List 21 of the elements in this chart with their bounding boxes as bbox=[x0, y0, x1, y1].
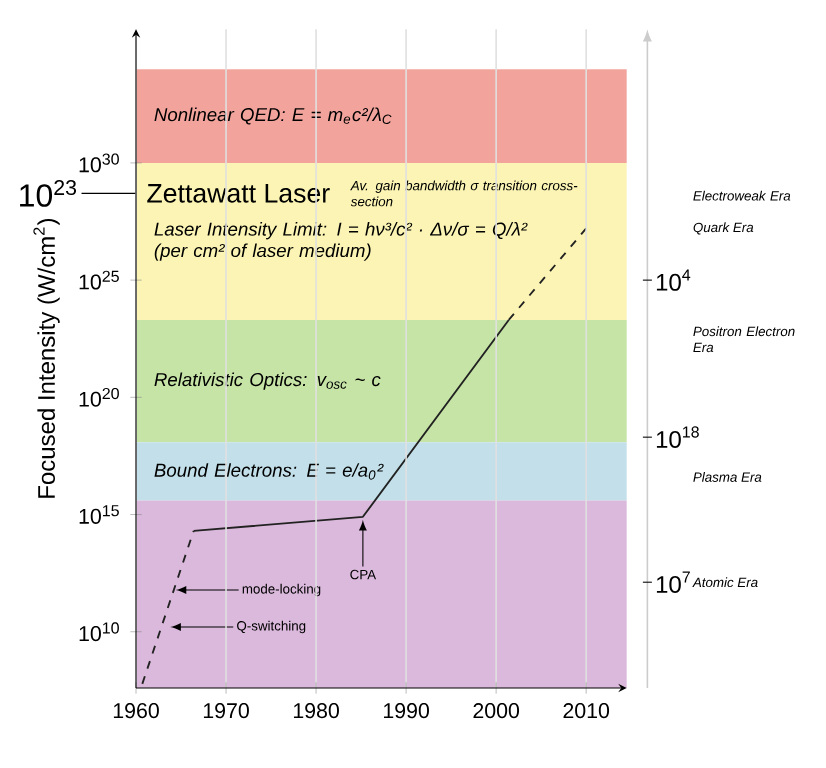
text: 10$^{4}$ bbox=[656, 269, 691, 291]
band-label: Nonlinear QED: E = m$_{e}$c²/λ$_{C}$ bbox=[154, 107, 392, 125]
y-axis-title: Focused Intensity (W/cm$^{2}$) bbox=[33, 218, 60, 498]
band-label: Bound Electrons: E = e/a$_{0}$² bbox=[154, 463, 384, 480]
y-tick-label: 10$^{20}$ bbox=[79, 387, 119, 407]
x-tick-label: 1970 bbox=[203, 703, 249, 719]
band-label: Laser Intensity Limit: I = hν³/c² · Δν/σ = Q/λ² (per cm² of laser medium) bbox=[154, 222, 528, 261]
y-tick-label: 10$^{30}$ bbox=[79, 153, 119, 173]
y-tick-label: 10$^{10}$ bbox=[79, 622, 119, 642]
x-tick-label: 1960 bbox=[113, 703, 159, 719]
annotation: Zettawatt Laser bbox=[147, 184, 330, 203]
x-tick-label: 1980 bbox=[293, 703, 339, 719]
text: 10$^{7}$ bbox=[656, 571, 690, 593]
y-tick-label: 10$^{15}$ bbox=[79, 505, 119, 524]
annotation: 10$^{23}$ bbox=[20, 180, 77, 207]
x-tick-label: 1990 bbox=[384, 703, 429, 719]
x-tick-label: 2000 bbox=[473, 703, 520, 719]
band-label: Relativistic Optics: v$_{osc}$ ~ c bbox=[154, 372, 381, 390]
text: 10$^{18}$ bbox=[656, 426, 699, 448]
x-tick-label: 2010 bbox=[563, 703, 610, 719]
y-tick-label: 10$^{25}$ bbox=[79, 270, 119, 290]
